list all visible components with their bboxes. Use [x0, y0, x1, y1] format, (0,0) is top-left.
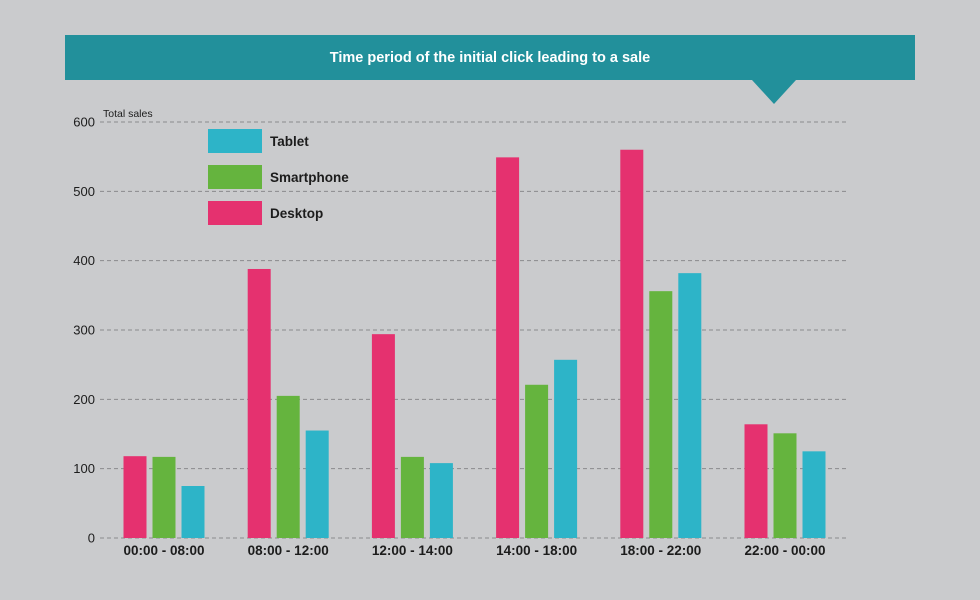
bar-smartphone-2 — [400, 456, 424, 538]
bar-tablet-3 — [554, 359, 578, 538]
legend-label-desktop: Desktop — [270, 206, 323, 221]
bar-tablet-1 — [305, 430, 329, 538]
legend-swatch-desktop — [208, 201, 262, 225]
bar-smartphone-5 — [773, 433, 797, 538]
y-tick-label-200: 200 — [73, 392, 95, 407]
y-tick-label-0: 0 — [88, 531, 95, 546]
x-category-label-2: 12:00 - 14:00 — [372, 543, 453, 558]
y-tick-label-300: 300 — [73, 323, 95, 338]
bar-smartphone-3 — [525, 384, 549, 538]
bar-desktop-0 — [123, 456, 147, 538]
x-category-label-3: 14:00 - 18:00 — [496, 543, 577, 558]
chart-title: Time period of the initial click leading… — [329, 49, 651, 66]
bar-tablet-5 — [802, 451, 826, 538]
x-category-label-4: 18:00 - 22:00 — [620, 543, 701, 558]
y-tick-label-600: 600 — [73, 115, 95, 130]
legend-swatch-tablet — [208, 129, 262, 153]
bar-smartphone-1 — [276, 395, 300, 538]
x-category-label-5: 22:00 - 00:00 — [744, 543, 825, 558]
bar-tablet-4 — [678, 273, 702, 538]
bar-desktop-5 — [744, 424, 768, 538]
bar-desktop-3 — [496, 157, 520, 539]
y-axis-label: Total sales — [103, 108, 153, 120]
x-category-label-0: 00:00 - 08:00 — [123, 543, 204, 558]
y-tick-label-100: 100 — [73, 461, 95, 476]
chart-title-banner: Time period of the initial click leading… — [65, 35, 915, 80]
legend-swatch-smartphone — [208, 165, 262, 189]
bar-desktop-4 — [620, 149, 644, 538]
bar-desktop-1 — [247, 268, 271, 538]
bar-smartphone-0 — [152, 456, 176, 538]
bar-tablet-2 — [429, 463, 453, 538]
bar-smartphone-4 — [649, 291, 673, 538]
banner-pointer-arrow — [752, 80, 796, 104]
y-tick-label-500: 500 — [73, 184, 95, 199]
bar-tablet-0 — [181, 486, 205, 538]
legend-label-tablet: Tablet — [270, 134, 309, 149]
y-tick-label-400: 400 — [73, 253, 95, 268]
bar-desktop-2 — [371, 334, 395, 538]
x-category-label-1: 08:00 - 12:00 — [248, 543, 329, 558]
legend-label-smartphone: Smartphone — [270, 170, 349, 185]
